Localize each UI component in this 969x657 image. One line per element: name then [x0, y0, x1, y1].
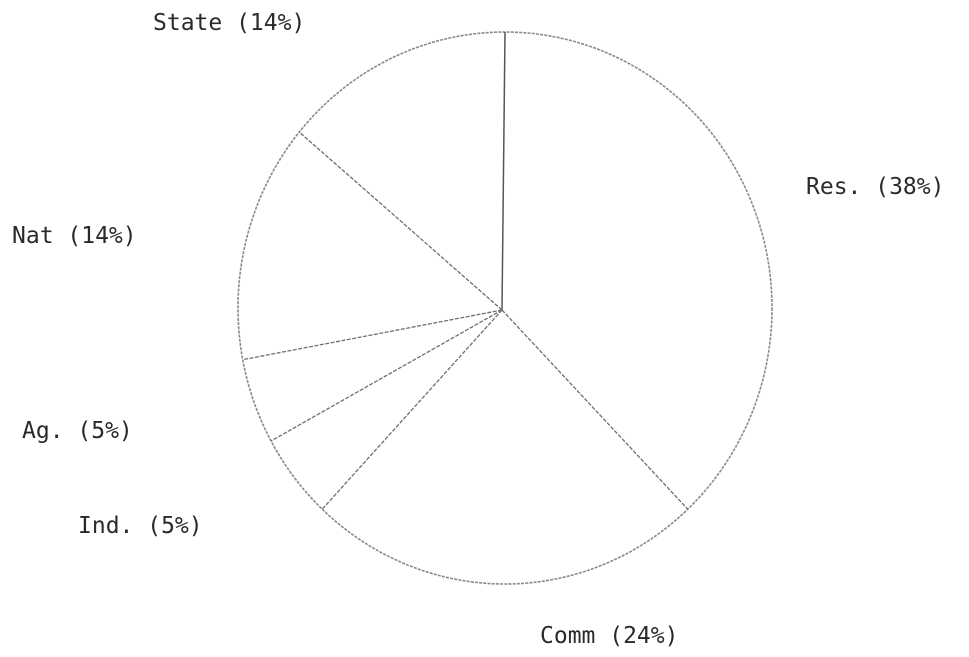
- slice-labels: Res. (38%) Comm (24%) Ind. (5%) Ag. (5%)…: [12, 10, 944, 649]
- pie-slice-ag: [243, 310, 502, 441]
- pie-outline: [237, 31, 773, 585]
- pie-slice-nat: [238, 132, 502, 360]
- slice-divider-ag: [270, 309, 503, 442]
- slice-label-state: State (14%): [153, 10, 305, 36]
- pie-slice-comm: [322, 310, 688, 584]
- slice-dividers: [242, 31, 689, 510]
- pie-slice-ind: [271, 310, 502, 509]
- slice-divider-nat: [242, 309, 503, 361]
- slice-divider-comm: [501, 309, 689, 510]
- pie-slice-state: [299, 32, 505, 310]
- pie-slices: [238, 32, 772, 584]
- slice-label-comm: Comm (24%): [540, 623, 678, 649]
- slice-divider-ind: [321, 309, 503, 510]
- slice-label-res: Res. (38%): [806, 174, 944, 200]
- slice-label-ag: Ag. (5%): [22, 418, 133, 444]
- slice-divider-state: [298, 131, 503, 311]
- slice-divider-res: [501, 31, 506, 311]
- pie-slice-res: [502, 32, 772, 509]
- slice-label-ind: Ind. (5%): [78, 513, 203, 539]
- slice-label-nat: Nat (14%): [12, 223, 137, 249]
